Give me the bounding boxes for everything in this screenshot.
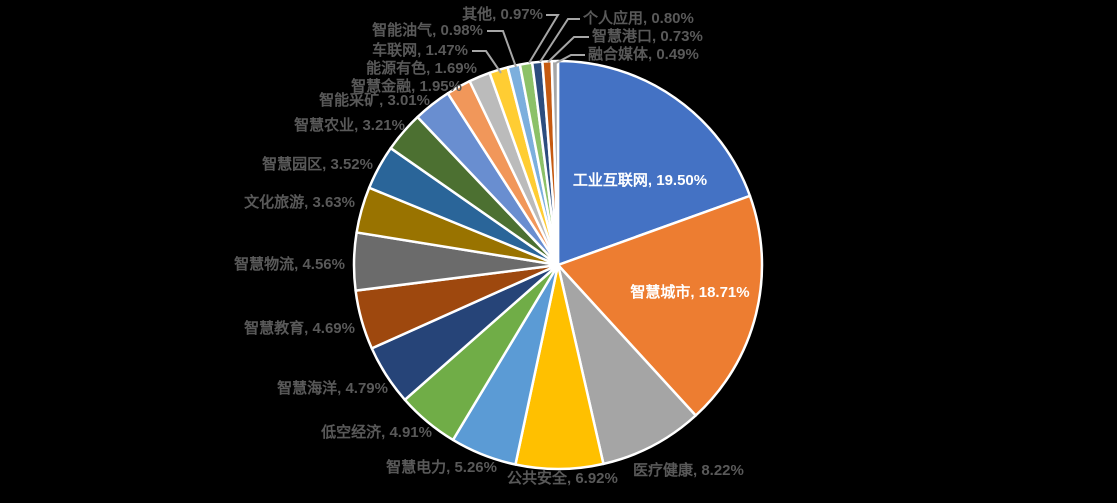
leader-line (547, 36, 589, 63)
pie-slice (556, 194, 764, 417)
pie-slice (556, 59, 752, 267)
leader-line (487, 30, 517, 68)
leader-line (555, 54, 585, 64)
leader-line (472, 50, 502, 74)
leader-line (528, 14, 560, 64)
leader-line (539, 18, 580, 63)
